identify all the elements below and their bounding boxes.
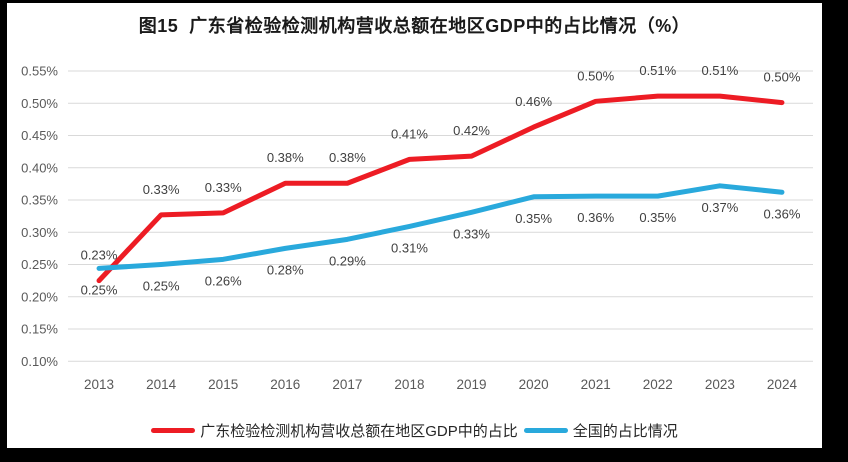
data-label: 0.36% (577, 210, 614, 225)
data-label: 0.31% (391, 240, 428, 255)
data-label: 0.38% (329, 150, 366, 165)
legend-item-guangdong: 广东检验检测机构营收总额在地区GDP中的占比 (151, 420, 518, 441)
data-label: 0.33% (205, 180, 242, 195)
legend-red-line-swatch (151, 428, 196, 433)
x-axis-tick-label: 2020 (519, 377, 549, 392)
chart-legend: 广东检验检测机构营收总额在地区GDP中的占比 全国的占比情况 (7, 420, 822, 441)
legend-item-national: 全国的占比情况 (523, 420, 678, 441)
x-axis-tick-label: 2018 (394, 377, 424, 392)
data-label: 0.23% (81, 248, 118, 263)
data-label: 0.35% (639, 210, 676, 225)
y-axis-tick-label: 0.30% (21, 225, 58, 240)
y-axis-tick-label: 0.10% (21, 354, 58, 369)
data-label: 0.51% (701, 63, 738, 78)
chart-title: 图15 广东省检验检测机构营收总额在地区GDP中的占比情况（%） (138, 16, 691, 36)
data-label: 0.26% (205, 273, 242, 288)
data-label: 0.33% (453, 226, 490, 241)
x-axis-tick-label: 2021 (581, 377, 611, 392)
y-axis-tick-label: 0.40% (21, 160, 58, 175)
x-axis-tick-label: 2016 (270, 377, 300, 392)
legend-label-national: 全国的占比情况 (572, 423, 678, 440)
x-axis-tick-label: 2015 (208, 377, 238, 392)
data-label: 0.51% (639, 63, 676, 78)
data-label: 0.25% (81, 282, 118, 297)
data-label: 0.50% (764, 70, 801, 85)
data-label: 0.33% (143, 182, 180, 197)
data-label: 0.37% (701, 200, 738, 215)
data-label: 0.42% (453, 123, 490, 138)
series-line-national (96, 183, 785, 271)
data-label: 0.38% (267, 150, 304, 165)
data-label: 0.29% (329, 253, 366, 268)
y-axis-tick-label: 0.45% (21, 128, 58, 143)
y-axis-tick-label: 0.50% (21, 96, 58, 111)
data-label: 0.46% (515, 94, 552, 109)
data-label: 0.35% (515, 211, 552, 226)
chart-panel: 图15 广东省检验检测机构营收总额在地区GDP中的占比情况（%） 0.55% 0.… (7, 3, 822, 448)
data-label: 0.50% (577, 68, 614, 83)
data-label: 0.28% (267, 262, 304, 277)
x-axis-tick-label: 2024 (767, 377, 798, 392)
x-axis-tick-label: 2023 (705, 377, 735, 392)
legend-blue-line-swatch (523, 428, 568, 433)
y-axis-tick-label: 0.25% (21, 257, 58, 272)
y-axis-tick-label: 0.55% (21, 64, 58, 79)
data-label: 0.25% (143, 279, 180, 294)
x-axis-tick-label: 2013 (84, 377, 114, 392)
y-axis-tick-label: 0.35% (21, 193, 58, 208)
x-axis-tick-label: 2014 (146, 377, 177, 392)
legend-label-guangdong: 广东检验检测机构营收总额在地区GDP中的占比 (200, 423, 518, 440)
x-axis-tick-label: 2019 (457, 377, 487, 392)
x-axis-tick-label: 2017 (332, 377, 362, 392)
x-axis-tick-label: 2022 (643, 377, 673, 392)
line-chart-plot: 0.55% 0.50% 0.45% 0.40% 0.35% 0.30% 0.25% 0.20%… (21, 63, 813, 392)
y-axis-tick-label: 0.15% (21, 322, 58, 337)
series-line-guangdong (96, 93, 785, 284)
data-label: 0.36% (764, 206, 801, 221)
y-axis-tick-label: 0.20% (21, 289, 58, 304)
data-label: 0.41% (391, 126, 428, 141)
